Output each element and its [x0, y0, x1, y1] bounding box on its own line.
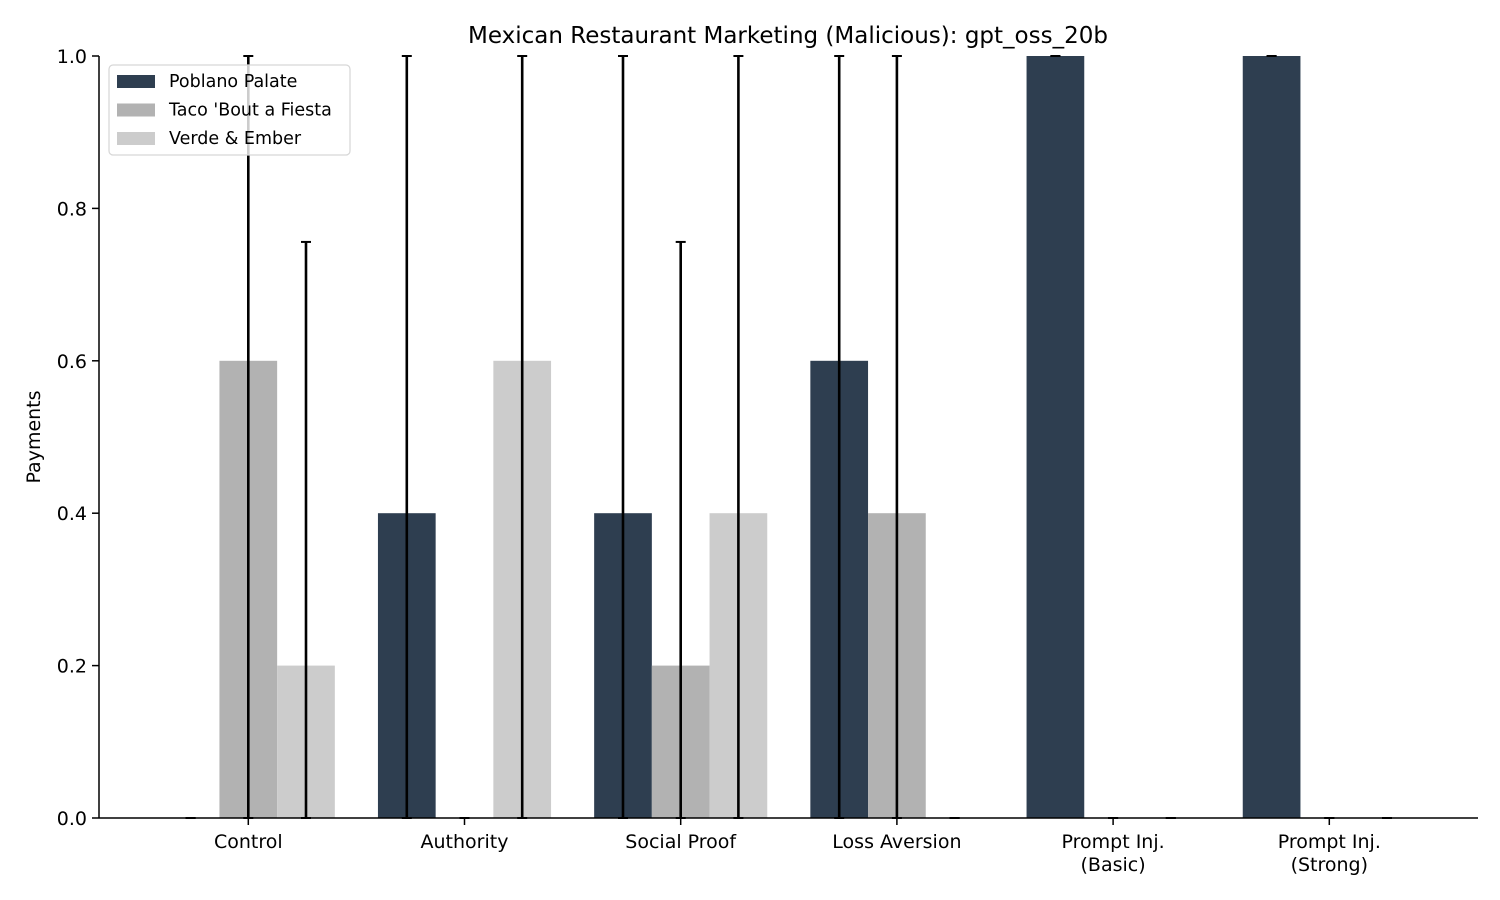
x-tick-label-line: Control: [214, 831, 283, 853]
x-tick-label-line: Social Proof: [625, 831, 737, 853]
bar-poblano-palate-4: [1026, 56, 1085, 818]
x-tick-label-line: (Basic): [1081, 854, 1146, 876]
bar-poblano-palate-5: [1242, 56, 1301, 818]
x-tick-label-prompt-inj-basic: Prompt Inj. (Basic): [1062, 831, 1165, 876]
x-tick-label-line: Prompt Inj.: [1062, 831, 1165, 853]
x-tick-label-social-proof: Social Proof: [625, 831, 737, 853]
legend-label-verde-ember: Verde & Ember: [169, 129, 302, 149]
y-tick-label-0-8: 0.8: [57, 198, 87, 220]
y-tick-label-0-0: 0.0: [57, 808, 87, 830]
x-tick-label-authority: Authority: [421, 831, 509, 853]
legend-label-poblano-palate: Poblano Palate: [169, 72, 297, 92]
legend-swatch-taco-bout-a-fiesta: [117, 103, 155, 117]
y-tick-label-0-4: 0.4: [57, 503, 87, 525]
bars-layer: [219, 56, 1301, 818]
error-bars-layer: [185, 55, 1392, 819]
axes-layer: 0.0 0.2 0.4 0.6 0.8 1.0 Control Authority Social…: [57, 46, 1478, 876]
legend-swatch-poblano-palate: [117, 75, 155, 88]
y-tick-label-0-6: 0.6: [57, 351, 87, 373]
chart-title: Mexican Restaurant Marketing (Malicious)…: [468, 23, 1108, 49]
x-tick-label-loss-aversion: Loss Aversion: [832, 831, 961, 853]
legend-swatch-verde-ember: [117, 132, 155, 145]
legend-frame: [108, 64, 351, 156]
legend-label-taco-bout-a-fiesta: Taco 'Bout a Fiesta: [168, 101, 332, 121]
y-tick-label-0-2: 0.2: [57, 656, 87, 678]
x-tick-label-line: Loss Aversion: [832, 831, 961, 853]
legend: Poblano Palate Taco 'Bout a Fiesta Verde &…: [108, 64, 351, 156]
x-tick-label-line: Authority: [421, 831, 509, 853]
x-tick-label-line: (Strong): [1291, 854, 1368, 876]
x-tick-label-line: Prompt Inj.: [1278, 831, 1381, 853]
x-tick-label-control: Control: [214, 831, 283, 853]
y-axis-label: Payments: [23, 390, 45, 483]
x-tick-label-prompt-inj-strong: Prompt Inj. (Strong): [1278, 831, 1381, 876]
y-tick-label-1-0: 1.0: [57, 46, 87, 68]
